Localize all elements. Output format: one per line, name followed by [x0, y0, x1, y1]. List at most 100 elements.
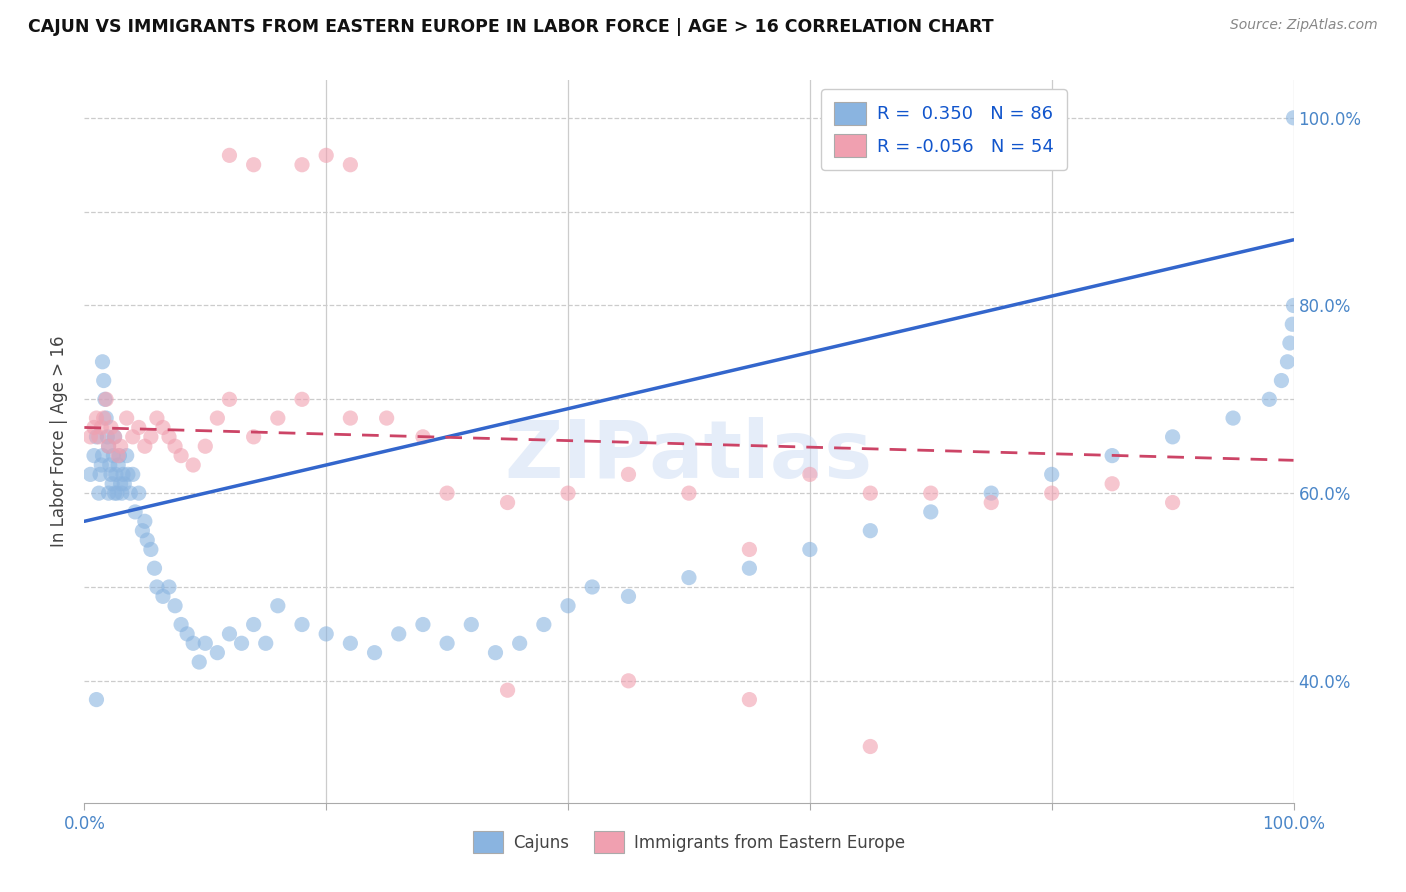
Point: [617, 673, 640, 688]
Point: [188, 655, 211, 669]
Point: [117, 467, 139, 482]
Point: [97, 439, 120, 453]
Point: [112, 467, 135, 482]
Point: [112, 476, 135, 491]
Point: [678, 486, 700, 500]
Point: [496, 683, 519, 698]
Point: [93, 411, 115, 425]
Point: [157, 430, 180, 444]
Point: [94, 392, 117, 407]
Point: [533, 617, 555, 632]
Point: [79, 430, 101, 444]
Point: [1101, 476, 1123, 491]
Point: [104, 430, 127, 444]
Point: [86, 430, 108, 444]
Point: [1282, 298, 1305, 312]
Point: [291, 392, 314, 407]
Point: [859, 739, 882, 754]
Point: [1040, 467, 1063, 482]
Point: [1101, 449, 1123, 463]
Point: [101, 476, 124, 491]
Point: [267, 599, 290, 613]
Point: [87, 486, 110, 500]
Point: [194, 439, 217, 453]
Point: [315, 148, 337, 162]
Point: [111, 486, 134, 500]
Point: [134, 439, 156, 453]
Point: [557, 599, 579, 613]
Point: [139, 430, 162, 444]
Point: [87, 430, 110, 444]
Point: [86, 411, 108, 425]
Point: [1040, 486, 1063, 500]
Point: [104, 430, 127, 444]
Point: [110, 476, 132, 491]
Point: [980, 486, 1002, 500]
Point: [97, 486, 120, 500]
Point: [152, 420, 174, 434]
Point: [980, 495, 1002, 509]
Point: [107, 458, 129, 472]
Point: [799, 467, 821, 482]
Point: [121, 467, 143, 482]
Point: [218, 627, 240, 641]
Point: [436, 636, 458, 650]
Point: [799, 542, 821, 557]
Point: [134, 514, 156, 528]
Point: [146, 411, 169, 425]
Point: [157, 580, 180, 594]
Point: [460, 617, 482, 632]
Point: [339, 636, 361, 650]
Point: [91, 449, 114, 463]
Point: [194, 636, 217, 650]
Point: [254, 636, 277, 650]
Point: [97, 439, 120, 453]
Point: [1277, 355, 1299, 369]
Point: [79, 467, 101, 482]
Point: [859, 524, 882, 538]
Point: [496, 495, 519, 509]
Point: [363, 646, 385, 660]
Point: [1222, 411, 1244, 425]
Point: [231, 636, 253, 650]
Point: [93, 374, 115, 388]
Point: [115, 449, 138, 463]
Point: [920, 505, 942, 519]
Point: [181, 458, 204, 472]
Point: [146, 580, 169, 594]
Point: [738, 561, 761, 575]
Point: [90, 420, 112, 434]
Point: [108, 449, 131, 463]
Point: [86, 692, 108, 706]
Point: [1258, 392, 1281, 407]
Point: [315, 627, 337, 641]
Point: [738, 542, 761, 557]
Point: [412, 617, 434, 632]
Point: [291, 158, 314, 172]
Point: [120, 486, 142, 500]
Point: [1278, 336, 1301, 351]
Point: [94, 392, 117, 407]
Point: [104, 486, 127, 500]
Point: [1161, 495, 1184, 509]
Point: [139, 542, 162, 557]
Point: [136, 533, 159, 547]
Legend: Cajuns, Immigrants from Eastern Europe: Cajuns, Immigrants from Eastern Europe: [467, 825, 911, 860]
Point: [738, 692, 761, 706]
Point: [859, 486, 882, 500]
Point: [181, 636, 204, 650]
Point: [339, 158, 361, 172]
Point: [104, 467, 127, 482]
Point: [176, 627, 198, 641]
Point: [83, 449, 105, 463]
Point: [89, 467, 111, 482]
Point: [509, 636, 531, 650]
Text: CAJUN VS IMMIGRANTS FROM EASTERN EUROPE IN LABOR FORCE | AGE > 16 CORRELATION CH: CAJUN VS IMMIGRANTS FROM EASTERN EUROPE …: [28, 18, 994, 36]
Point: [218, 148, 240, 162]
Y-axis label: In Labor Force | Age > 16: In Labor Force | Age > 16: [51, 335, 69, 548]
Point: [557, 486, 579, 500]
Point: [207, 411, 229, 425]
Point: [100, 467, 122, 482]
Point: [103, 449, 125, 463]
Point: [617, 590, 640, 604]
